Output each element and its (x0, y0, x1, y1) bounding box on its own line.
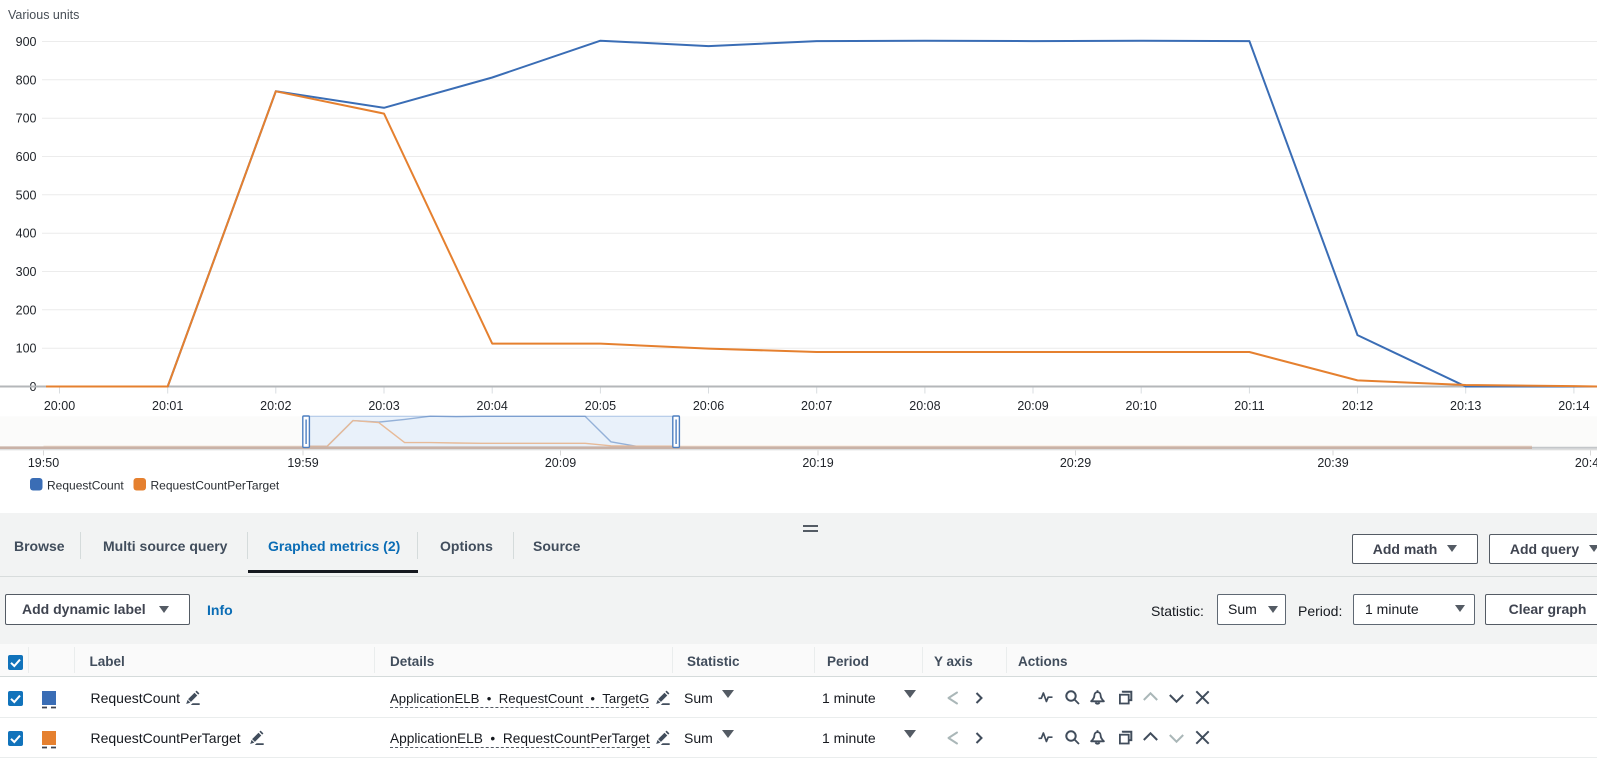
svg-text:20:11: 20:11 (1234, 399, 1264, 413)
svg-text:20:02: 20:02 (260, 399, 291, 413)
svg-text:20:04: 20:04 (477, 399, 508, 413)
svg-text:20:29: 20:29 (1060, 456, 1091, 470)
svg-text:400: 400 (16, 227, 37, 241)
svg-text:20:08: 20:08 (909, 399, 940, 413)
svg-text:20:07: 20:07 (801, 399, 832, 413)
svg-text:700: 700 (16, 112, 37, 126)
svg-text:800: 800 (16, 73, 37, 87)
svg-text:300: 300 (16, 265, 37, 279)
svg-text:20:09: 20:09 (545, 456, 576, 470)
svg-text:20:09: 20:09 (1017, 399, 1048, 413)
svg-text:19:59: 19:59 (287, 456, 318, 470)
svg-text:RequestCountPerTarget: RequestCountPerTarget (151, 479, 280, 493)
svg-text:20:06: 20:06 (693, 399, 724, 413)
svg-text:20:12: 20:12 (1342, 399, 1373, 413)
svg-text:600: 600 (16, 150, 37, 164)
svg-text:Various units: Various units (8, 8, 79, 22)
svg-text:20:05: 20:05 (585, 399, 616, 413)
svg-text:20:39: 20:39 (1317, 456, 1348, 470)
svg-text:19:50: 19:50 (28, 456, 59, 470)
svg-text:100: 100 (16, 342, 37, 356)
svg-text:500: 500 (16, 188, 37, 202)
svg-text:900: 900 (16, 35, 37, 49)
svg-text:20:49: 20:49 (1575, 456, 1597, 470)
svg-text:20:03: 20:03 (368, 399, 399, 413)
svg-text:20:01: 20:01 (152, 399, 183, 413)
svg-text:20:19: 20:19 (802, 456, 833, 470)
svg-text:200: 200 (16, 303, 37, 317)
svg-text:RequestCount: RequestCount (47, 479, 124, 493)
svg-text:20:13: 20:13 (1450, 399, 1481, 413)
svg-text:20:14: 20:14 (1558, 399, 1589, 413)
svg-text:20:10: 20:10 (1126, 399, 1157, 413)
svg-text:20:00: 20:00 (44, 399, 75, 413)
